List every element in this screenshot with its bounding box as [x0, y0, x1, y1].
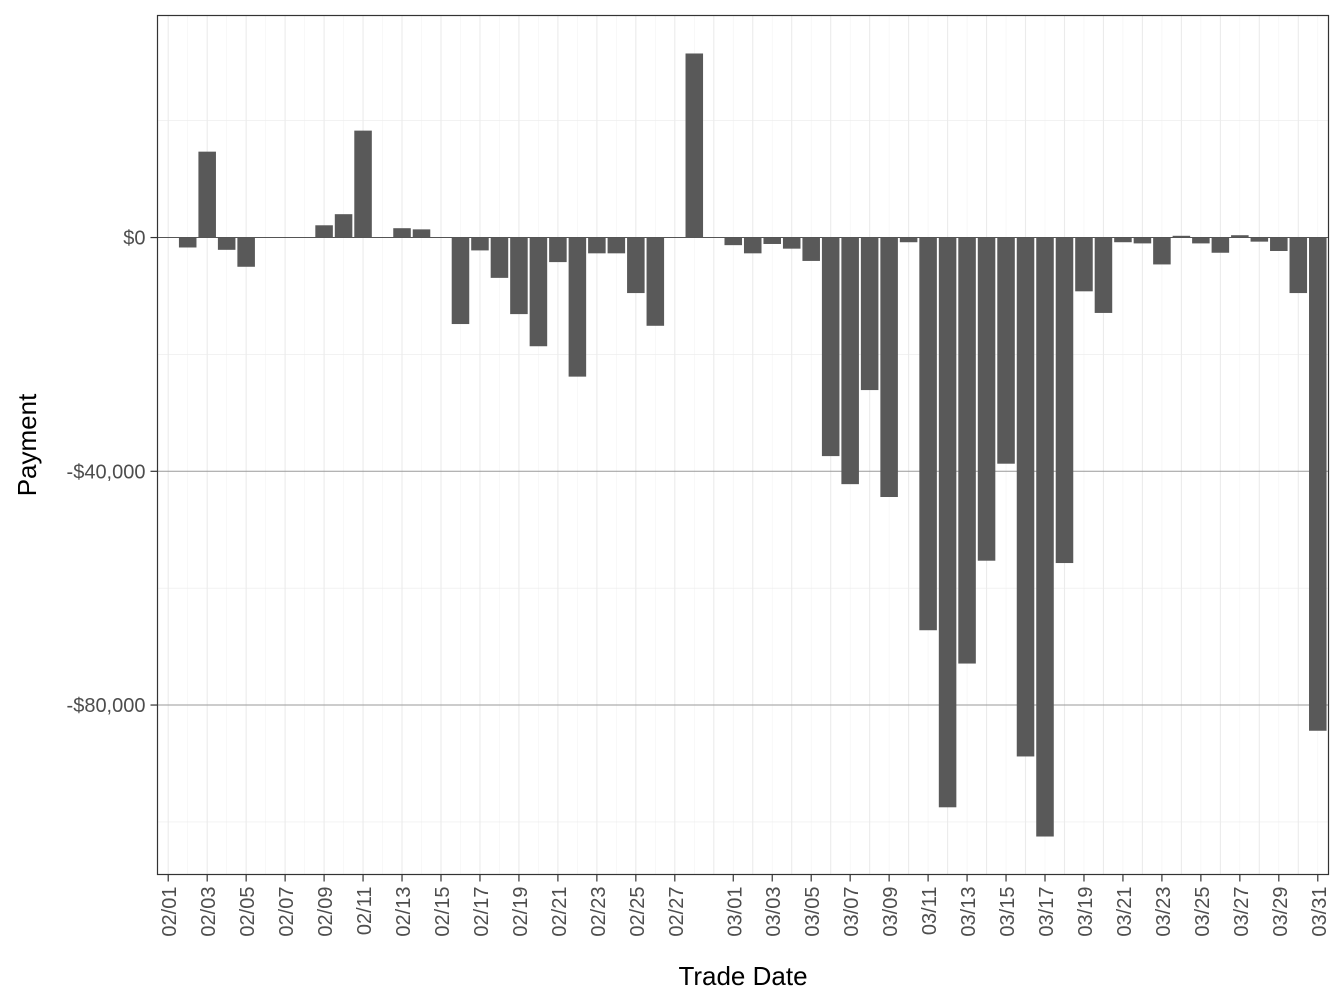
bar-03-12 [938, 237, 957, 808]
y-tick-label: -$40,000 [67, 461, 146, 483]
bar-03-02 [743, 237, 762, 254]
bar-02-09 [315, 225, 333, 238]
x-tick-label: 03/13 [958, 887, 980, 937]
x-tick-label: 03/25 [1192, 887, 1214, 937]
x-tick-label: 03/31 [1309, 887, 1331, 937]
bar-03-11 [919, 237, 937, 631]
x-tick-label: 03/17 [1036, 887, 1058, 937]
bar-03-01 [724, 237, 743, 246]
x-tick-label: 03/07 [841, 887, 863, 937]
bar-03-29 [1270, 237, 1288, 251]
bar-02-05 [237, 237, 255, 267]
bar-03-23 [1153, 237, 1171, 265]
x-tick-label: 02/07 [276, 887, 298, 937]
bar-03-24 [1172, 235, 1191, 238]
x-tick-label: 03/11 [919, 887, 941, 936]
x-tick-label: 02/21 [549, 887, 571, 937]
bar-02-20 [529, 237, 548, 347]
bar-03-20 [1094, 237, 1113, 313]
bar-02-24 [607, 237, 626, 254]
x-tick-label: 02/25 [627, 887, 649, 937]
bar-03-07 [841, 237, 859, 485]
bar-03-16 [1016, 237, 1035, 757]
x-tick-label: 03/09 [880, 887, 902, 937]
bar-03-13 [958, 237, 976, 664]
x-tick-label: 02/09 [315, 887, 337, 937]
bar-03-17 [1036, 237, 1054, 837]
bar-03-19 [1075, 237, 1093, 292]
x-tick-label: 02/19 [510, 887, 532, 937]
bar-03-27 [1231, 235, 1249, 238]
bar-02-21 [549, 237, 567, 263]
bar-03-05 [802, 237, 820, 261]
x-tick-label: 02/05 [237, 887, 259, 937]
x-tick-label: 03/19 [1075, 887, 1097, 937]
bar-03-22 [1133, 237, 1152, 244]
y-tick-label: -$80,000 [67, 695, 146, 717]
bar-02-13 [393, 228, 411, 238]
x-tick-label: 02/27 [666, 887, 688, 937]
plot-panel-border [156, 14, 1330, 876]
bar-02-10 [334, 214, 353, 238]
x-tick-label: 02/17 [471, 887, 493, 937]
x-tick-label: 02/03 [198, 887, 220, 937]
bar-02-04 [217, 237, 236, 250]
bar-03-26 [1211, 237, 1230, 253]
bar-02-16 [451, 237, 470, 325]
bar-03-15 [997, 237, 1015, 464]
x-tick-label: 02/23 [588, 887, 610, 937]
bar-03-10 [899, 237, 918, 243]
bar-02-26 [646, 237, 665, 326]
bar-03-31 [1309, 237, 1327, 731]
x-tick-label: 03/05 [802, 887, 824, 937]
x-tick-label: 03/03 [763, 887, 785, 937]
bar-02-11 [354, 130, 372, 238]
bar-03-28 [1250, 237, 1269, 242]
bar-03-08 [860, 237, 879, 391]
bar-03-30 [1289, 237, 1308, 294]
bar-03-04 [782, 237, 801, 249]
x-axis-title: Trade Date [678, 961, 807, 991]
x-tick-label: 03/23 [1153, 887, 1175, 937]
bar-02-03 [198, 151, 216, 238]
bar-02-23 [588, 237, 606, 254]
x-tick-label: 02/15 [432, 887, 454, 937]
bar-02-02 [178, 237, 197, 248]
bar-03-21 [1114, 237, 1132, 243]
bar-03-09 [880, 237, 898, 498]
bar-02-28 [685, 53, 704, 238]
y-tick-label: $0 [123, 228, 145, 250]
x-tick-label: 02/13 [393, 887, 415, 937]
y-axis: $0 -$40,000 -$80,000 [67, 228, 158, 717]
bar-03-25 [1192, 237, 1210, 244]
bar-02-14 [412, 229, 431, 238]
x-tick-label: 03/15 [997, 887, 1019, 937]
x-tick-label: 03/01 [724, 887, 746, 937]
bar-02-19 [510, 237, 528, 315]
x-tick-label: 03/21 [1114, 887, 1136, 937]
x-axis: 02/01 02/03 02/05 02/07 02/09 02/11 02/13 02/15… [159, 874, 1331, 937]
bar-03-03 [763, 237, 781, 244]
y-axis-title: Payment [12, 393, 42, 496]
bar-03-14 [977, 237, 996, 561]
bar-02-17 [471, 237, 489, 251]
x-tick-label: 02/01 [159, 887, 181, 937]
x-tick-label: 03/27 [1231, 887, 1253, 937]
bar-03-18 [1055, 237, 1074, 564]
x-tick-label: 03/29 [1270, 887, 1292, 937]
bar-series [157, 53, 1329, 837]
x-tick-label: 02/11 [354, 887, 376, 936]
bar-02-22 [568, 237, 587, 377]
bar-03-06 [821, 237, 840, 457]
plot-panel-background [157, 15, 1329, 875]
bar-02-18 [490, 237, 509, 278]
bar-02-25 [627, 237, 645, 294]
